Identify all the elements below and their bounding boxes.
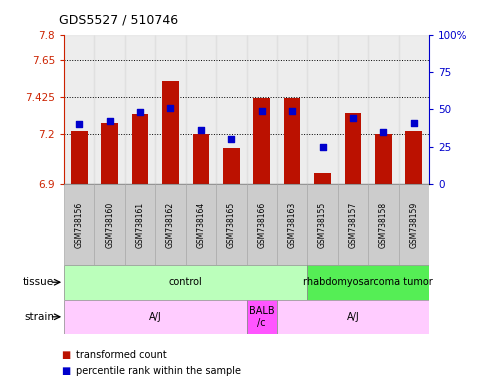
Bar [223,148,240,184]
Text: BALB
/c: BALB /c [249,306,275,328]
FancyBboxPatch shape [186,184,216,265]
Text: GSM738155: GSM738155 [318,202,327,248]
FancyBboxPatch shape [125,184,155,265]
Text: tissue: tissue [23,277,54,287]
Bar [193,134,209,184]
Bar [186,35,216,184]
Text: GSM738157: GSM738157 [349,202,357,248]
Bar [125,35,155,184]
Bar [405,131,422,184]
FancyBboxPatch shape [277,300,429,334]
Bar [338,35,368,184]
FancyBboxPatch shape [64,265,307,300]
FancyBboxPatch shape [307,265,429,300]
Text: ■: ■ [62,350,71,360]
Point [288,108,296,114]
Bar [246,35,277,184]
FancyBboxPatch shape [246,300,277,334]
Text: rhabdomyosarcoma tumor: rhabdomyosarcoma tumor [303,277,433,287]
Text: GSM738158: GSM738158 [379,202,388,248]
FancyBboxPatch shape [398,184,429,265]
Text: percentile rank within the sample: percentile rank within the sample [76,366,242,376]
Point [318,144,326,150]
Text: A/J: A/J [347,312,359,322]
FancyBboxPatch shape [307,184,338,265]
Text: GSM738166: GSM738166 [257,202,266,248]
Point [258,108,266,114]
Bar [64,35,95,184]
Text: control: control [169,277,203,287]
Bar [277,35,307,184]
FancyBboxPatch shape [338,184,368,265]
Point [349,115,357,121]
Bar [132,114,148,184]
Bar [71,131,88,184]
Text: GSM738156: GSM738156 [75,202,84,248]
Bar [398,35,429,184]
Text: GSM738163: GSM738163 [287,202,297,248]
Text: GDS5527 / 510746: GDS5527 / 510746 [59,14,178,27]
FancyBboxPatch shape [277,184,307,265]
FancyBboxPatch shape [64,300,246,334]
Text: GSM738161: GSM738161 [136,202,144,248]
Text: strain: strain [24,312,54,322]
Point [75,121,83,127]
Point [167,105,175,111]
FancyBboxPatch shape [95,184,125,265]
Point [227,136,235,142]
FancyBboxPatch shape [155,184,186,265]
Point [106,118,113,124]
Bar [162,81,179,184]
Bar [155,35,186,184]
Text: ■: ■ [62,366,71,376]
Point [136,109,144,116]
Point [380,129,387,135]
Bar [307,35,338,184]
Bar [95,35,125,184]
Text: transformed count: transformed count [76,350,167,360]
Point [410,120,418,126]
Text: GSM738160: GSM738160 [105,202,114,248]
Text: GSM738165: GSM738165 [227,202,236,248]
FancyBboxPatch shape [368,184,398,265]
Text: GSM738164: GSM738164 [196,202,206,248]
Bar [216,35,246,184]
Text: GSM738162: GSM738162 [166,202,175,248]
Text: GSM738159: GSM738159 [409,202,418,248]
Point [197,127,205,134]
Text: A/J: A/J [149,312,162,322]
Bar [314,173,331,184]
FancyBboxPatch shape [216,184,246,265]
Bar [375,134,391,184]
FancyBboxPatch shape [246,184,277,265]
Bar [253,98,270,184]
Bar [345,113,361,184]
Bar [284,98,300,184]
FancyBboxPatch shape [64,184,95,265]
Bar [368,35,398,184]
Bar [102,123,118,184]
